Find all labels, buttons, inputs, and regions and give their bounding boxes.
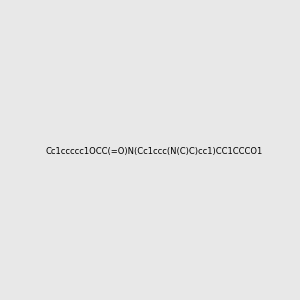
Text: Cc1ccccc1OCC(=O)N(Cc1ccc(N(C)C)cc1)CC1CCCO1: Cc1ccccc1OCC(=O)N(Cc1ccc(N(C)C)cc1)CC1CC… (45, 147, 262, 156)
